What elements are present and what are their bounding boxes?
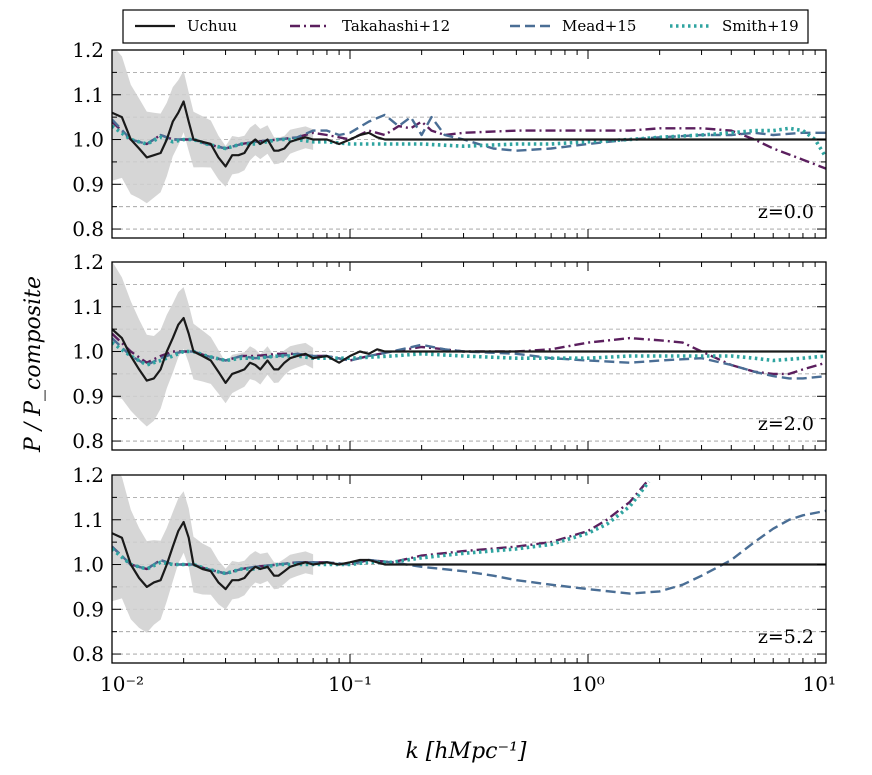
x-tick-label-3: 10¹ bbox=[803, 672, 836, 696]
redshift-label-0: z=0.0 bbox=[758, 201, 814, 223]
series-line-uchuu-1 bbox=[112, 316, 826, 384]
x-tick-label-2: 10⁰ bbox=[571, 672, 604, 696]
redshift-label-1: z=2.0 bbox=[758, 413, 814, 435]
legend-label-1: Takahashi+12 bbox=[342, 17, 450, 35]
y-tick-label-1-0: 0.8 bbox=[72, 429, 104, 453]
y-tick-label-0-3: 1.1 bbox=[72, 83, 104, 107]
panel-0: 0.8 0.9 1.0 1.1 1.2 z=0.0 bbox=[72, 38, 827, 241]
y-tick-label-1-2: 1.0 bbox=[72, 340, 104, 364]
legend: Uchuu Takahashi+12 Mead+15 Smith+19 bbox=[122, 9, 809, 44]
y-tick-label-2-1: 0.9 bbox=[72, 597, 104, 621]
legend-label-0: Uchuu bbox=[187, 17, 237, 35]
series-line-uchuu-2 bbox=[112, 520, 826, 591]
y-tick-label-2-4: 1.2 bbox=[72, 463, 104, 487]
series-line-smith-19-2 bbox=[112, 480, 651, 576]
y-tick-label-2-0: 0.8 bbox=[72, 642, 104, 666]
uchuu-variance-band-1 bbox=[112, 262, 314, 427]
x-tick-label-1: 10⁻¹ bbox=[328, 672, 372, 696]
uchuu-variance-band-0 bbox=[112, 50, 314, 204]
series-line-smith-19-0 bbox=[112, 124, 826, 159]
y-tick-label-0-0: 0.8 bbox=[72, 217, 104, 241]
y-tick-label-0-1: 0.9 bbox=[72, 172, 104, 196]
series-line-uchuu-0 bbox=[112, 100, 826, 168]
y-tick-label-1-1: 0.9 bbox=[72, 384, 104, 408]
y-tick-label-1-4: 1.2 bbox=[72, 250, 104, 274]
legend-box bbox=[122, 9, 809, 44]
uchuu-variance-band-2 bbox=[112, 475, 314, 633]
legend-label-3: Smith+19 bbox=[722, 17, 799, 35]
panel-frame-1 bbox=[111, 261, 827, 451]
panel-frame-2 bbox=[111, 474, 827, 664]
x-axis-title: k [hMpc⁻¹] bbox=[405, 739, 526, 764]
y-tick-label-2-2: 1.0 bbox=[72, 553, 104, 577]
series-line-smith-19-1 bbox=[112, 341, 826, 367]
y-tick-label-0-4: 1.2 bbox=[72, 38, 104, 62]
legend-label-2: Mead+15 bbox=[562, 17, 636, 35]
y-tick-label-2-3: 1.1 bbox=[72, 508, 104, 532]
y-axis-title: P / P_composite bbox=[21, 276, 46, 453]
x-tick-label-0: 10⁻² bbox=[100, 672, 144, 696]
y-tick-label-1-3: 1.1 bbox=[72, 295, 104, 319]
redshift-label-2: z=5.2 bbox=[758, 626, 814, 648]
panel-frame-0 bbox=[111, 49, 827, 239]
series-line-mead-15-1 bbox=[112, 337, 826, 380]
panel-1: 0.8 0.9 1.0 1.1 1.2 z=2.0 bbox=[72, 250, 827, 453]
y-tick-label-0-2: 1.0 bbox=[72, 128, 104, 152]
panel-2: 0.8 0.9 1.0 1.1 1.2 z=5.2 10⁻² 10⁻¹ 10⁰ 10¹ bbox=[72, 463, 836, 696]
